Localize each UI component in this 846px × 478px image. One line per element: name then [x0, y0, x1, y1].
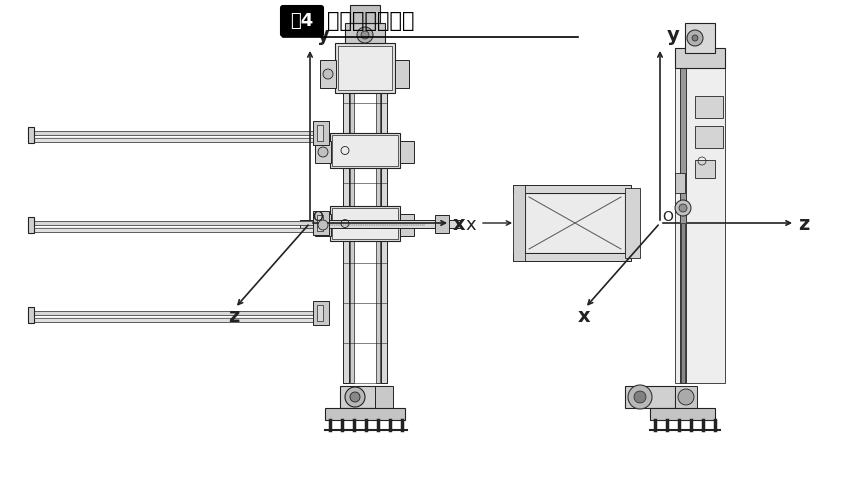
- Bar: [675, 386, 697, 408]
- Bar: [28, 127, 34, 143]
- Bar: [320, 60, 336, 88]
- Text: O: O: [312, 210, 323, 224]
- Text: 图4: 图4: [290, 12, 314, 30]
- Bar: [313, 121, 329, 145]
- Circle shape: [318, 220, 328, 230]
- Bar: [343, 53, 349, 383]
- Text: y: y: [667, 26, 679, 45]
- Circle shape: [350, 392, 360, 402]
- Bar: [695, 160, 715, 178]
- Bar: [313, 301, 329, 325]
- Bar: [400, 214, 414, 236]
- Bar: [28, 217, 34, 233]
- Bar: [650, 408, 715, 420]
- Text: x: x: [453, 215, 465, 234]
- Text: O: O: [662, 210, 673, 224]
- Circle shape: [345, 387, 365, 407]
- Bar: [325, 408, 405, 420]
- Bar: [30, 318, 315, 322]
- Bar: [30, 311, 315, 315]
- Bar: [30, 131, 315, 135]
- Bar: [681, 223, 685, 383]
- FancyBboxPatch shape: [281, 6, 323, 36]
- Bar: [375, 386, 393, 408]
- Bar: [395, 60, 409, 88]
- Bar: [513, 185, 631, 193]
- Text: x: x: [578, 307, 591, 326]
- Bar: [345, 23, 385, 43]
- Circle shape: [675, 200, 691, 216]
- Bar: [315, 214, 331, 236]
- Bar: [317, 305, 323, 321]
- Bar: [400, 141, 414, 163]
- Bar: [335, 43, 395, 93]
- Circle shape: [634, 391, 646, 403]
- Bar: [675, 173, 685, 193]
- Bar: [625, 386, 675, 408]
- Circle shape: [361, 31, 369, 39]
- Bar: [675, 53, 725, 383]
- Circle shape: [628, 385, 652, 409]
- Bar: [30, 138, 315, 142]
- Text: z: z: [228, 307, 239, 326]
- Bar: [680, 53, 686, 383]
- Bar: [313, 211, 329, 235]
- Circle shape: [687, 30, 703, 46]
- Bar: [350, 53, 354, 383]
- Bar: [30, 221, 315, 225]
- Bar: [350, 5, 380, 23]
- Circle shape: [679, 204, 687, 212]
- Bar: [338, 46, 392, 90]
- Circle shape: [692, 35, 698, 41]
- Bar: [625, 188, 640, 258]
- Bar: [332, 208, 398, 239]
- Bar: [695, 126, 723, 148]
- Bar: [330, 206, 400, 241]
- Circle shape: [678, 389, 694, 405]
- Bar: [315, 141, 331, 163]
- Bar: [695, 96, 723, 118]
- Text: x: x: [465, 216, 475, 234]
- Bar: [376, 53, 380, 383]
- Bar: [525, 193, 625, 253]
- Bar: [685, 23, 715, 53]
- Bar: [28, 307, 34, 323]
- Circle shape: [318, 147, 328, 157]
- Bar: [340, 386, 390, 408]
- Bar: [435, 215, 449, 233]
- Bar: [513, 253, 631, 261]
- Bar: [675, 48, 725, 68]
- Bar: [513, 185, 525, 261]
- Circle shape: [357, 27, 373, 43]
- Bar: [30, 228, 315, 232]
- Text: 错位说明示意图: 错位说明示意图: [327, 11, 415, 31]
- Bar: [300, 220, 460, 228]
- Circle shape: [323, 69, 333, 79]
- Bar: [317, 215, 323, 231]
- Text: z: z: [798, 215, 810, 234]
- Bar: [332, 135, 398, 166]
- Bar: [317, 125, 323, 141]
- Text: y: y: [317, 26, 330, 45]
- Bar: [381, 53, 387, 383]
- Bar: [330, 133, 400, 168]
